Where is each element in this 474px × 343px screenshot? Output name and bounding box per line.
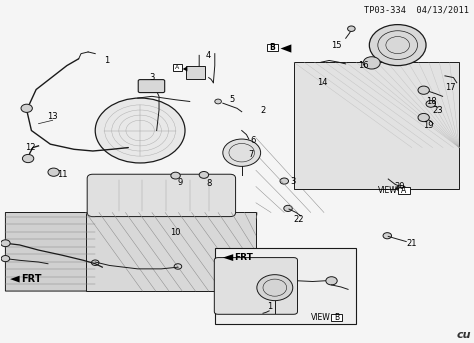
Circle shape [450,81,459,87]
Circle shape [347,26,355,32]
Polygon shape [281,45,292,52]
Text: cu: cu [456,330,471,340]
Circle shape [0,240,10,247]
Circle shape [280,178,289,184]
Polygon shape [223,254,233,261]
Circle shape [426,100,436,107]
Circle shape [257,275,293,300]
Circle shape [326,277,337,285]
Text: 22: 22 [293,215,304,224]
Text: 3: 3 [290,177,295,186]
Circle shape [418,86,429,94]
Text: 13: 13 [47,113,58,121]
Text: FRT: FRT [21,274,42,284]
Text: 10: 10 [170,228,181,237]
FancyBboxPatch shape [331,314,342,321]
Text: TP03-334  04/13/2011: TP03-334 04/13/2011 [364,6,469,15]
Text: B: B [270,43,275,52]
Text: 8: 8 [206,179,211,188]
Text: A: A [175,65,180,70]
Text: 1: 1 [104,56,109,65]
Circle shape [284,205,292,212]
Circle shape [363,57,380,69]
Text: 12: 12 [25,143,35,152]
FancyBboxPatch shape [215,248,356,324]
Text: 2: 2 [260,106,265,115]
Text: 1: 1 [267,302,273,311]
Polygon shape [294,62,459,189]
Text: 7: 7 [248,150,254,159]
Text: 15: 15 [331,40,341,50]
Circle shape [223,139,261,166]
Text: VIEW: VIEW [311,313,330,322]
Text: 16: 16 [358,61,369,70]
Circle shape [95,98,185,163]
Text: FRT: FRT [234,253,253,262]
Circle shape [171,172,180,179]
Circle shape [22,154,34,163]
Circle shape [21,104,32,113]
Circle shape [48,168,59,176]
Text: 5: 5 [229,95,235,104]
Circle shape [418,114,429,122]
Text: 6: 6 [251,136,256,145]
Text: VIEW: VIEW [378,186,398,195]
FancyBboxPatch shape [398,187,410,194]
FancyBboxPatch shape [267,44,278,50]
FancyBboxPatch shape [186,66,205,79]
Text: 19: 19 [423,121,434,130]
Circle shape [369,25,426,66]
Text: 4: 4 [206,51,211,60]
Text: 17: 17 [445,83,456,92]
Circle shape [199,172,209,178]
Polygon shape [5,213,105,291]
FancyBboxPatch shape [173,64,182,71]
Text: B: B [334,313,339,322]
Polygon shape [86,213,256,291]
Text: 3: 3 [149,73,155,82]
Circle shape [215,99,221,104]
Circle shape [1,256,9,262]
Text: 14: 14 [317,78,328,87]
Polygon shape [10,276,19,283]
Text: 18: 18 [427,97,437,106]
FancyBboxPatch shape [214,258,298,314]
Circle shape [397,186,406,192]
Text: 11: 11 [57,170,67,179]
Text: 23: 23 [433,106,443,115]
Polygon shape [182,66,187,71]
FancyBboxPatch shape [138,80,164,93]
Text: 9: 9 [178,178,183,187]
FancyBboxPatch shape [87,174,236,216]
Text: 21: 21 [407,239,417,248]
Text: A: A [401,186,407,195]
Circle shape [383,233,392,239]
Text: 20: 20 [395,182,405,191]
